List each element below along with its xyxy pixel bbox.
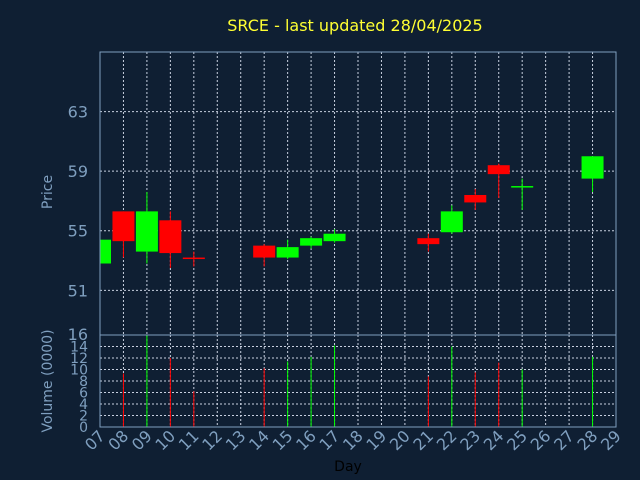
candle-body <box>581 156 604 179</box>
volume-axis-label: Volume (0000) <box>40 329 56 432</box>
price-grid <box>100 52 616 335</box>
volume-tick-label: 6 <box>79 386 88 402</box>
volume-tick-label: 8 <box>79 374 88 390</box>
x-tick-label: 29 <box>597 426 625 454</box>
volume-tick-label: 10 <box>70 363 88 379</box>
price-tick-label: 51 <box>68 281 88 300</box>
chart-title: SRCE - last updated 28/04/2025 <box>227 16 482 35</box>
volume-tick-label: 0 <box>79 420 88 436</box>
candle-body <box>487 165 510 175</box>
volume-tick-label: 4 <box>79 397 88 413</box>
price-tick-label: 55 <box>68 222 88 241</box>
candlestick-series <box>99 156 604 268</box>
candle-body <box>159 220 182 254</box>
candle-body <box>100 239 111 264</box>
candle-body <box>253 245 276 258</box>
candle-body <box>440 211 463 233</box>
x-axis-ticks: 0708091011121314151617181920212223242526… <box>81 426 625 454</box>
candle-body <box>112 211 135 242</box>
candle-body <box>276 247 299 258</box>
price-tick-label: 59 <box>68 162 88 181</box>
price-axis-label: Price <box>40 175 56 209</box>
volume-plot-frame <box>99 334 617 428</box>
candle-body <box>464 194 487 203</box>
volume-tick-label: 2 <box>79 409 88 425</box>
candle-body <box>135 211 158 252</box>
volume-tick-label: 14 <box>70 340 88 356</box>
candle-body <box>182 257 205 260</box>
candle-body <box>300 238 323 246</box>
volume-grid <box>100 335 616 427</box>
volume-tick-label: 16 <box>68 325 88 344</box>
volume-series <box>122 335 594 427</box>
price-y-ticks: 51 55 59 63 <box>68 103 88 301</box>
x-axis-label: Day <box>334 459 362 475</box>
price-tick-label: 63 <box>68 103 88 122</box>
candle-body <box>417 238 440 245</box>
volume-tick-label: 12 <box>70 351 88 367</box>
candle-body <box>511 186 534 188</box>
candle-body <box>323 233 346 242</box>
